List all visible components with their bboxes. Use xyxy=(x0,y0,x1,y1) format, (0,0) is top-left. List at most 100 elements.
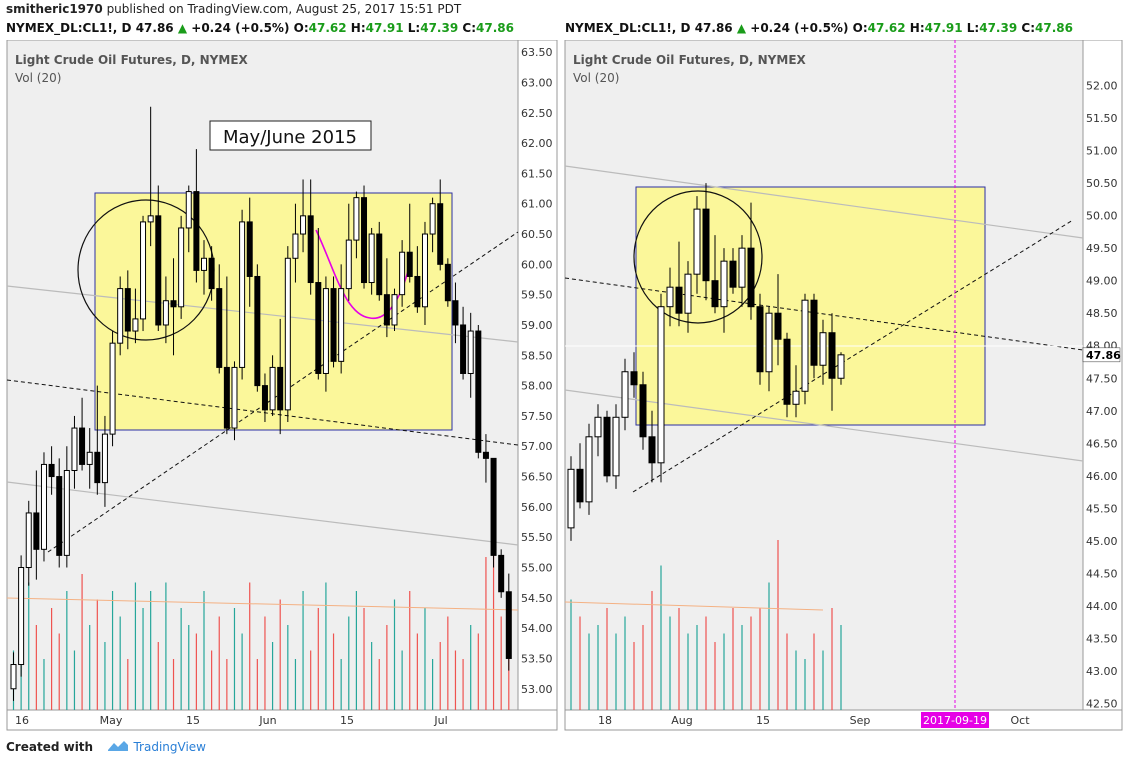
price-tick-label: 61.50 xyxy=(521,167,553,180)
candle xyxy=(765,306,773,392)
candle xyxy=(86,428,93,489)
candle xyxy=(467,312,474,398)
candle xyxy=(585,423,593,515)
candle xyxy=(63,446,70,568)
trend-line-dashed xyxy=(6,379,519,446)
candle xyxy=(666,267,674,327)
time-tick-label: Jun xyxy=(258,714,276,727)
candle xyxy=(621,358,629,431)
chart-title: Light Crude Oil Futures, D, NYMEX xyxy=(573,53,807,67)
close-label: C: xyxy=(1021,21,1035,35)
price-tick-label: 60.00 xyxy=(521,258,553,271)
candle xyxy=(738,235,746,307)
time-tick-label: Sep xyxy=(850,714,871,727)
candle xyxy=(576,443,584,509)
channel-line-upper xyxy=(564,165,1084,239)
right-chart[interactable]: Light Crude Oil Futures, D, NYMEX Vol (2… xyxy=(563,40,1123,736)
candle xyxy=(315,227,322,380)
candle xyxy=(231,361,238,441)
candle xyxy=(162,276,169,344)
price-tick-label: 47.50 xyxy=(1086,372,1118,385)
candle xyxy=(801,293,809,405)
candle xyxy=(684,261,692,333)
tradingview-logo-icon xyxy=(107,740,129,755)
candle xyxy=(239,209,246,380)
candle xyxy=(421,221,428,325)
price-tick-label: 54.50 xyxy=(521,592,553,605)
footer-brand[interactable]: TradingView xyxy=(133,740,206,754)
price-tick-label: 51.00 xyxy=(1086,145,1118,158)
low-label: L: xyxy=(407,21,421,35)
volume-layer xyxy=(570,540,842,710)
candle xyxy=(567,456,575,541)
time-tick-label: Oct xyxy=(1010,714,1030,727)
price-tick-label: 43.50 xyxy=(1086,632,1118,645)
candle xyxy=(292,203,299,283)
footer-created: Created with xyxy=(6,740,94,754)
candle xyxy=(774,274,782,366)
trend-line-dashed xyxy=(564,277,1084,351)
candle xyxy=(729,248,737,294)
channel-line-lower xyxy=(564,389,1084,462)
open-value: 47.62 xyxy=(308,21,347,35)
candle xyxy=(693,196,701,294)
price-tick-label: 58.00 xyxy=(521,380,553,393)
price-tick-label: 56.50 xyxy=(521,471,553,484)
symbol-line-left: NYMEX_DL:CL1!, D 47.86 ▲ +0.24 (+0.5%) O… xyxy=(6,21,514,35)
chart-title: Light Crude Oil Futures, D, NYMEX xyxy=(15,53,249,67)
candle xyxy=(391,288,398,332)
candle xyxy=(429,197,436,253)
published-text: published on TradingView.com, August 25,… xyxy=(106,2,462,16)
volume-ma-line xyxy=(6,597,519,611)
price-change: +0.24 (+0.5%) xyxy=(191,21,290,35)
high-value: 47.91 xyxy=(365,21,404,35)
candle xyxy=(322,276,329,392)
price-tick-label: 45.50 xyxy=(1086,502,1118,515)
close-value: 47.86 xyxy=(1035,21,1073,35)
candle xyxy=(307,179,314,295)
annotation-box: May/June 2015 xyxy=(209,120,372,151)
left-chart[interactable]: May/June 2015 Light Crude Oil Futures, D… xyxy=(0,40,558,736)
publisher-user[interactable]: smitheric1970 xyxy=(6,2,103,16)
low-value: 47.39 xyxy=(979,21,1018,35)
candle xyxy=(201,240,207,295)
candle xyxy=(18,555,25,677)
candle xyxy=(361,185,368,289)
candle xyxy=(406,203,413,283)
candle xyxy=(783,332,791,418)
price-tick-label: 56.00 xyxy=(521,501,553,514)
price-tick-label: 45.00 xyxy=(1086,535,1118,548)
price-change: +0.24 (+0.5%) xyxy=(750,21,849,35)
last-price: 47.86 xyxy=(694,21,733,35)
candle-layer xyxy=(10,106,512,701)
candle xyxy=(101,415,108,507)
high-label: H: xyxy=(350,21,366,35)
candle xyxy=(338,264,345,374)
candle xyxy=(330,276,337,368)
price-ticks: 52.00 51.50 51.00 50.50 50.00 49.50 49.00 48.50… xyxy=(1082,80,1121,710)
candle xyxy=(452,282,459,344)
close-value: 47.86 xyxy=(476,21,514,35)
price-tick-label: 44.50 xyxy=(1086,567,1118,580)
candle xyxy=(612,404,620,489)
candle xyxy=(345,203,352,301)
channel-line-upper xyxy=(6,285,519,343)
close-label: C: xyxy=(462,21,476,35)
candle xyxy=(117,276,124,356)
price-tick-label: 60.50 xyxy=(521,228,553,241)
candle xyxy=(56,458,63,568)
candle xyxy=(71,415,78,489)
candle xyxy=(747,202,755,320)
candle xyxy=(132,288,139,344)
candle xyxy=(792,365,800,418)
candle xyxy=(124,270,131,350)
price-tick-label: 42.50 xyxy=(1086,697,1118,710)
up-arrow-icon: ▲ xyxy=(736,21,747,35)
time-ticks: 16 May 15 Jun 15 Jul xyxy=(15,714,448,727)
publisher-line: smitheric1970 published on TradingView.c… xyxy=(6,2,461,16)
candle xyxy=(300,179,307,253)
date-marker-label: 2017-09-19 xyxy=(923,714,987,727)
candle xyxy=(170,258,177,356)
price-tick-label: 53.00 xyxy=(521,683,553,696)
up-arrow-icon: ▲ xyxy=(177,21,188,35)
